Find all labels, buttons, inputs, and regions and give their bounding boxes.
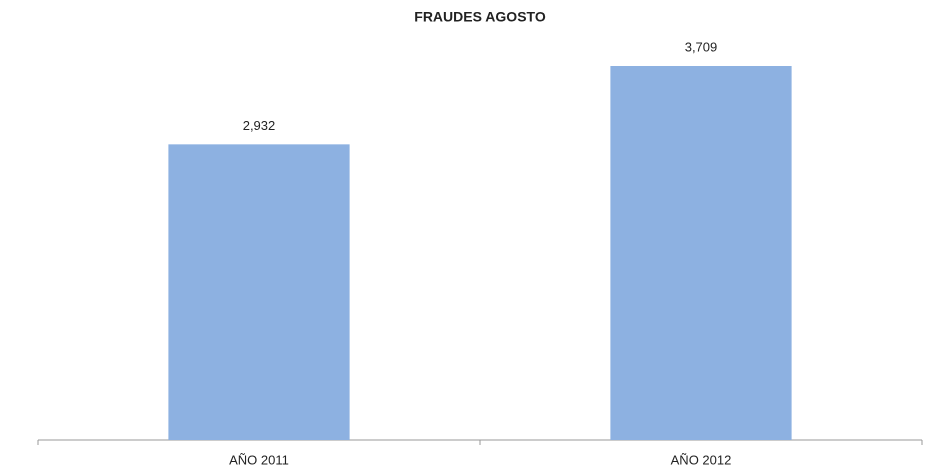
bar [610, 66, 792, 440]
value-label: 3,709 [685, 39, 718, 54]
x-tick-label: AÑO 2011 [229, 452, 289, 467]
x-tick-label: AÑO 2012 [671, 452, 732, 467]
value-label: 2,932 [243, 118, 276, 133]
chart-title: FRAUDES AGOSTO [414, 9, 546, 25]
bar [168, 144, 350, 440]
